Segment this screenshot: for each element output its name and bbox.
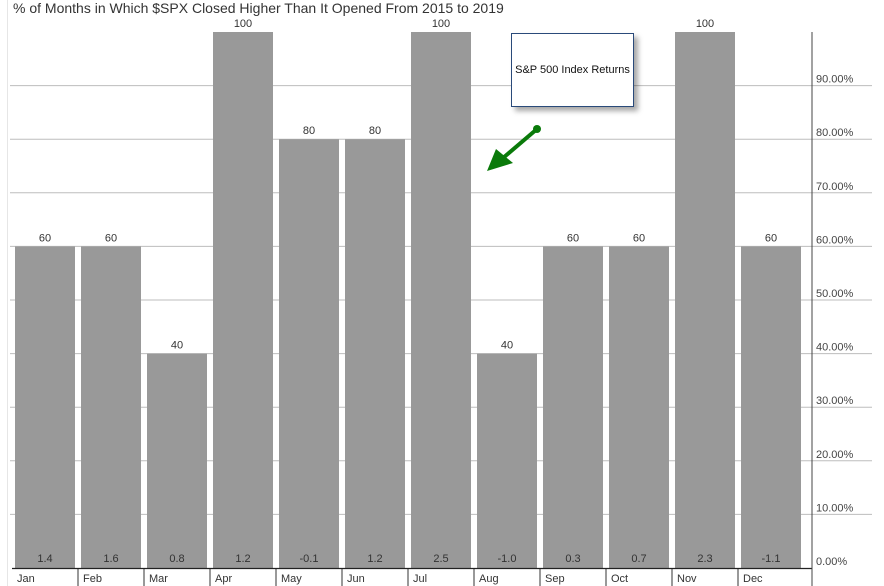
y-tick-label: 20.00%	[816, 449, 854, 461]
bar-aug	[477, 353, 537, 568]
y-tick-label: 80.00%	[816, 127, 854, 139]
left-border	[7, 0, 8, 586]
avg-return-label: -1.0	[498, 553, 517, 565]
x-tick-label: Nov	[677, 573, 697, 585]
bar-value-label: 80	[303, 125, 315, 137]
x-tick-label: Aug	[479, 573, 499, 585]
bar-jan	[15, 246, 75, 568]
avg-return-label: 0.8	[169, 553, 184, 565]
x-tick-label: May	[281, 573, 302, 585]
avg-return-label: 2.3	[697, 553, 712, 565]
bar-sep	[543, 246, 603, 568]
y-tick-label: 60.00%	[816, 234, 854, 246]
bar-value-label: 80	[369, 125, 381, 137]
x-tick-label: Oct	[611, 573, 628, 585]
bar-mar	[147, 353, 207, 568]
bar-value-label: 60	[633, 232, 645, 244]
bar-value-label: 100	[432, 18, 450, 30]
x-tick-label: Jan	[17, 573, 35, 585]
bar-value-label: 60	[39, 232, 51, 244]
bar-value-label: 60	[765, 232, 777, 244]
avg-return-label: 2.5	[433, 553, 448, 565]
arrow-head-icon	[487, 149, 513, 171]
bar-oct	[609, 246, 669, 568]
bar-value-label: 60	[105, 232, 117, 244]
bar-jul	[411, 32, 471, 568]
x-tick-label: Jul	[413, 573, 427, 585]
bar-value-label: 40	[501, 340, 513, 352]
bar-may	[279, 139, 339, 568]
y-tick-label: 70.00%	[816, 181, 854, 193]
y-tick-label: 10.00%	[816, 502, 854, 514]
avg-return-label: 1.6	[103, 553, 118, 565]
x-tick-label: Mar	[149, 573, 168, 585]
avg-return-label: 0.3	[565, 553, 580, 565]
avg-return-label: 0.7	[631, 553, 646, 565]
x-tick-label: Dec	[743, 573, 763, 585]
avg-return-label: 1.4	[37, 553, 52, 565]
y-tick-label: 0.00%	[816, 556, 847, 568]
bar-apr	[213, 32, 273, 568]
x-tick-label: Sep	[545, 573, 565, 585]
bar-value-label: 100	[234, 18, 252, 30]
chart-title: % of Months in Which $SPX Closed Higher …	[13, 0, 504, 16]
x-tick-label: Feb	[83, 573, 102, 585]
x-tick-label: Jun	[347, 573, 365, 585]
bar-value-label: 40	[171, 340, 183, 352]
arrow-tail-dot	[533, 125, 541, 133]
avg-return-label: 1.2	[367, 553, 382, 565]
bar-value-label: 100	[696, 18, 714, 30]
y-tick-label: 90.00%	[816, 74, 854, 86]
bar-value-label: 60	[567, 232, 579, 244]
avg-return-label: -0.1	[300, 553, 319, 565]
y-tick-label: 30.00%	[816, 395, 854, 407]
bar-jun	[345, 139, 405, 568]
bar-dec	[741, 246, 801, 568]
arrow-shaft	[501, 127, 539, 160]
y-tick-label: 50.00%	[816, 288, 854, 300]
bar-nov	[675, 32, 735, 568]
annotation-box: S&P 500 Index Returns	[511, 33, 634, 107]
avg-return-label: 1.2	[235, 553, 250, 565]
bar-feb	[81, 246, 141, 568]
avg-return-label: -1.1	[762, 553, 781, 565]
x-tick-label: Apr	[215, 573, 232, 585]
y-tick-label: 40.00%	[816, 342, 854, 354]
